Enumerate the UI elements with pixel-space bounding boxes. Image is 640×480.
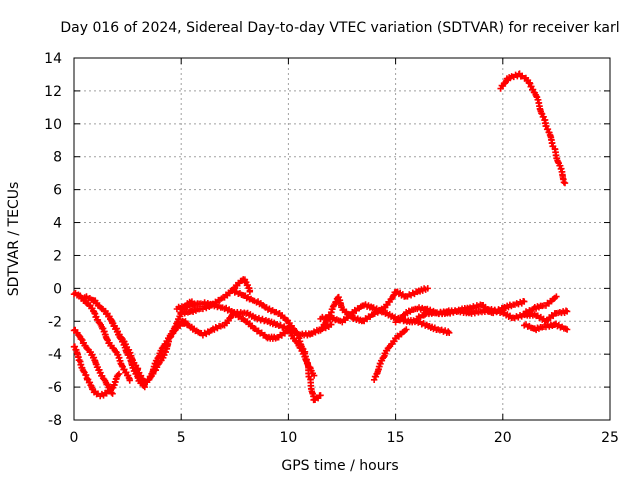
series-trace-s — [497, 70, 568, 186]
y-tick-label: 10 — [44, 117, 62, 133]
data-point — [78, 335, 85, 343]
data-point — [424, 285, 431, 292]
x-tick-label: 5 — [177, 430, 186, 446]
data-point — [140, 382, 148, 389]
x-tick-labels: 0 5 10 15 20 25 — [70, 430, 619, 446]
series-trace-b — [70, 326, 115, 396]
data-point — [521, 298, 528, 305]
y-tick-label: -8 — [48, 413, 62, 429]
data-point — [126, 377, 133, 384]
x-tick-label: 20 — [494, 430, 512, 446]
series-trace-m — [317, 301, 452, 336]
y-tick-label: 2 — [53, 248, 62, 264]
chart-title: Day 016 of 2024, Sidereal Day-to-day VTE… — [60, 20, 619, 36]
data-point — [445, 328, 452, 335]
data-point — [328, 321, 335, 328]
y-tick-label: 8 — [53, 150, 62, 166]
data-point — [115, 370, 123, 378]
y-tick-label: -6 — [48, 380, 62, 396]
x-axis-label: GPS time / hours — [281, 458, 398, 474]
series-trace-k — [231, 288, 323, 404]
data-point — [117, 335, 124, 342]
data-point — [553, 293, 560, 300]
y-tick-labels: -8 -6 -4 -2 0 2 4 6 8 10 12 14 — [44, 51, 62, 429]
y-tick-label: -2 — [48, 314, 62, 330]
y-tick-label: 14 — [44, 51, 62, 67]
data-point — [563, 326, 571, 333]
data-point — [563, 308, 571, 315]
plot-frame — [73, 57, 611, 421]
series-trace-i — [178, 309, 317, 377]
x-tick-label: 10 — [279, 430, 297, 446]
data-point — [80, 368, 87, 375]
series-trace-e — [102, 310, 148, 389]
data-points — [70, 70, 571, 404]
grid-lines — [74, 58, 610, 420]
data-point — [246, 288, 254, 295]
axis-ticks — [73, 57, 611, 421]
x-tick-label: 25 — [601, 430, 619, 446]
data-point — [109, 390, 116, 397]
series-trace-l — [317, 285, 429, 334]
series-trace-c — [70, 343, 121, 400]
data-point — [561, 179, 569, 187]
data-point — [131, 367, 138, 374]
data-point — [123, 369, 130, 376]
y-tick-label: 0 — [53, 281, 62, 297]
data-point — [446, 329, 453, 336]
data-point — [310, 372, 318, 379]
x-tick-label: 0 — [70, 430, 79, 446]
series-trace-n — [370, 327, 409, 383]
y-tick-label: 12 — [44, 84, 62, 100]
y-tick-label: -4 — [48, 347, 62, 363]
y-tick-label: 6 — [53, 183, 62, 199]
y-axis-label: SDTVAR / TECUs — [6, 182, 22, 297]
data-point — [403, 326, 410, 333]
series-trace-a — [70, 289, 133, 383]
data-point — [317, 392, 324, 399]
y-tick-label: 4 — [53, 216, 62, 232]
series-trace-r — [521, 320, 569, 334]
x-tick-label: 15 — [387, 430, 405, 446]
